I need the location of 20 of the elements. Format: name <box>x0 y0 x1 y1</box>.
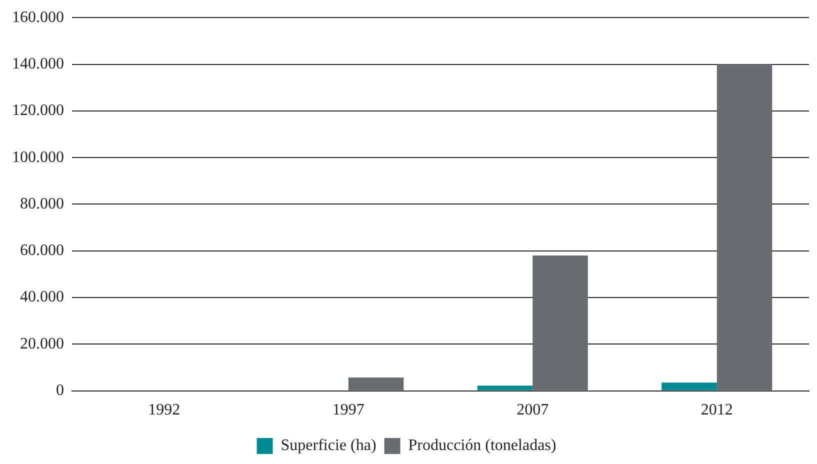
y-tick-label: 120.000 <box>12 102 64 120</box>
y-tick-label: 40.000 <box>20 288 64 306</box>
x-tick-label: 2012 <box>700 402 733 419</box>
bar <box>532 256 588 390</box>
y-tick-label: 20.000 <box>20 335 64 352</box>
bar <box>662 382 717 390</box>
bar <box>477 386 533 390</box>
x-tick-label: 1997 <box>332 402 364 419</box>
y-tick-label: 0 <box>56 382 64 400</box>
y-tick-label: 100.000 <box>12 148 64 166</box>
y-tick-label: 160.000 <box>12 8 64 26</box>
legend-label: Producción (toneladas) <box>408 437 556 454</box>
x-tick-label: 2007 <box>516 402 549 419</box>
bar <box>348 378 404 390</box>
y-tick-label: 80.000 <box>20 195 64 212</box>
x-tick-label: 1992 <box>148 402 180 419</box>
legend-label: Superficie (ha) <box>280 437 376 454</box>
y-tick-label: 60.000 <box>20 242 64 260</box>
bar <box>716 64 772 390</box>
y-tick-label: 140.000 <box>12 55 64 72</box>
